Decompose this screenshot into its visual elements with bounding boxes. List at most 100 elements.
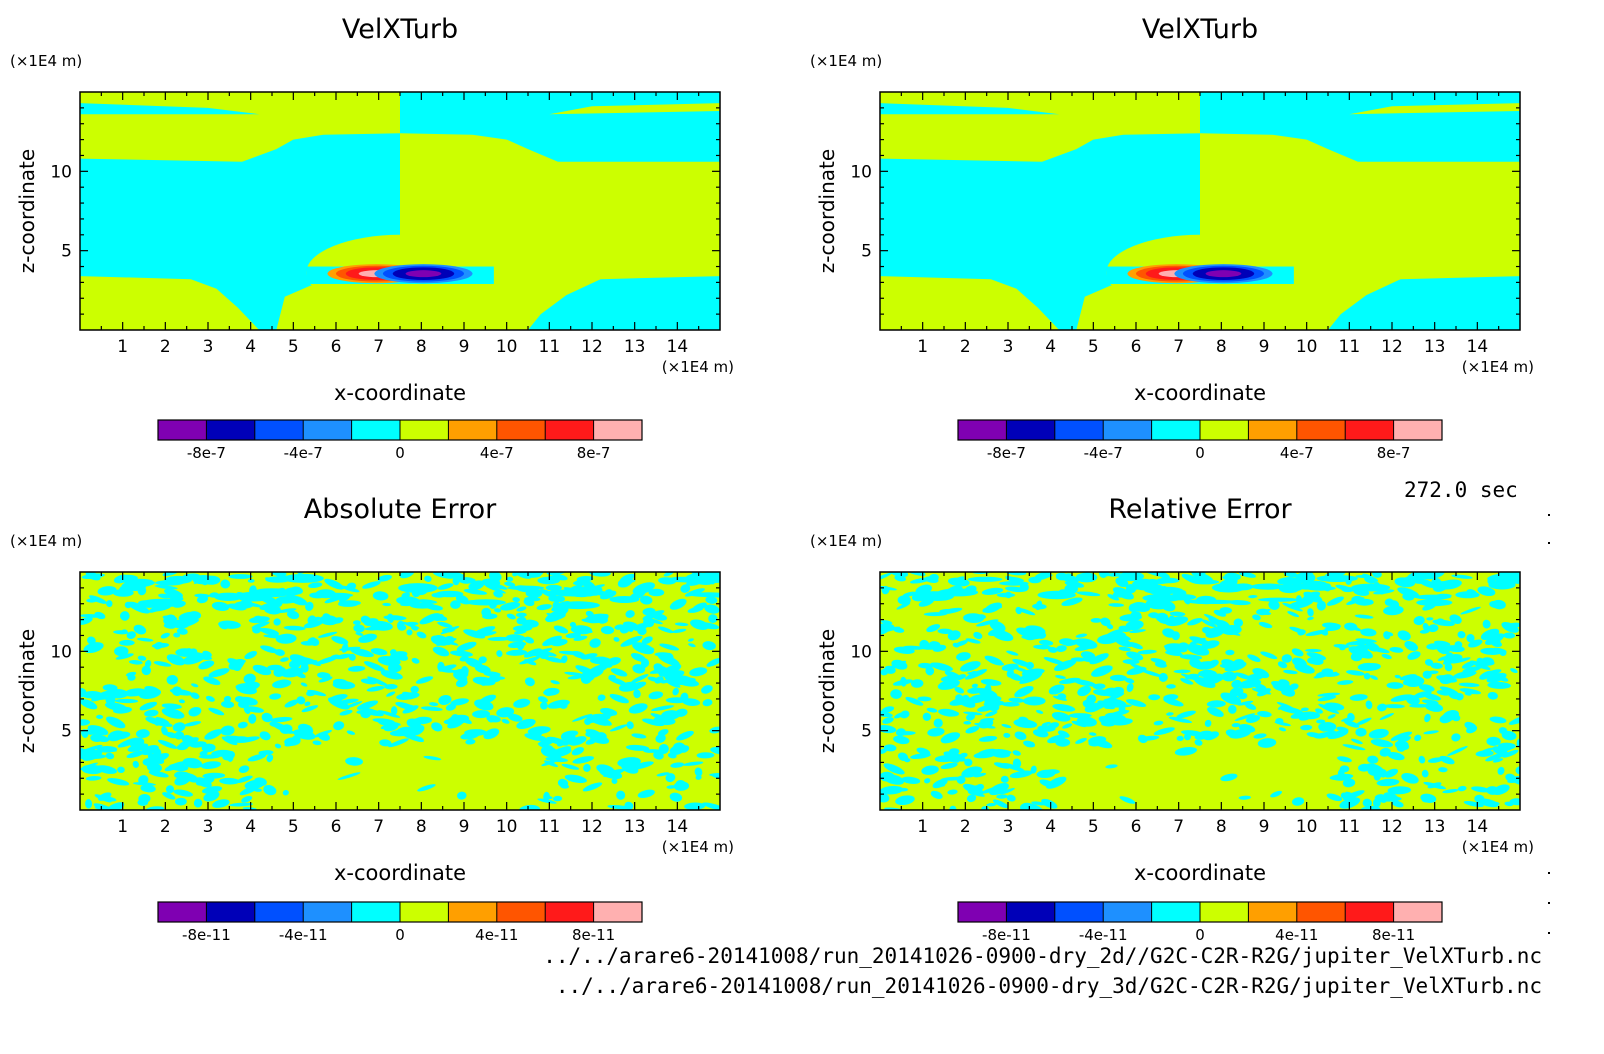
error-patch [221, 736, 238, 746]
error-patch [1086, 694, 1097, 704]
error-patch [1052, 695, 1068, 701]
error-patch [219, 777, 240, 785]
error-patch [1418, 684, 1435, 692]
colorbar-swatch [593, 420, 642, 440]
error-patch [1422, 670, 1432, 679]
error-patch [406, 629, 413, 636]
error-patch [500, 602, 521, 611]
error-patch [176, 628, 188, 635]
error-patch [1341, 717, 1354, 722]
error-patch [924, 778, 931, 784]
error-patch [1137, 649, 1157, 655]
error-patch [104, 702, 127, 711]
error-patch [956, 674, 967, 680]
error-patch [308, 582, 323, 589]
error-patch [1140, 735, 1160, 741]
error-patch [1282, 706, 1304, 714]
error-patch [1091, 665, 1113, 677]
error-patch [589, 572, 611, 577]
error-patch [956, 652, 971, 661]
error-patch [926, 707, 938, 713]
error-patch [1405, 676, 1425, 688]
error-patch [416, 631, 427, 639]
error-patch [220, 725, 235, 736]
error-patch [1365, 700, 1373, 710]
error-patch [626, 681, 647, 691]
error-patch [1387, 751, 1405, 761]
error-patch [932, 778, 948, 789]
colorbar-swatch [351, 902, 400, 922]
error-patch [1234, 583, 1253, 591]
error-patch [880, 620, 893, 625]
colorbar-tick-label: 0 [395, 926, 405, 944]
error-patch [517, 640, 525, 651]
error-patch [1463, 801, 1484, 807]
x-tick-label: 4 [245, 337, 256, 357]
error-patch [1487, 681, 1511, 689]
error-patch [1370, 739, 1394, 748]
error-patch [228, 574, 253, 579]
error-patch [119, 639, 135, 646]
error-patch [702, 699, 713, 707]
error-patch [512, 597, 520, 603]
x-tick-label: 7 [1173, 817, 1184, 837]
error-patch [543, 687, 560, 696]
error-patch [252, 664, 272, 676]
colorbar-tick-label: -8e-11 [182, 926, 231, 944]
error-patch [338, 596, 350, 602]
error-patch [1488, 580, 1516, 590]
error-patch [597, 694, 606, 701]
error-patch [1220, 692, 1242, 705]
error-patch [358, 633, 377, 643]
error-patch [701, 685, 713, 694]
error-patch [474, 664, 491, 674]
error-patch [1108, 603, 1124, 607]
error-patch [656, 772, 670, 777]
error-patch [270, 716, 293, 723]
error-patch [1346, 670, 1365, 676]
colorbar-swatch [254, 902, 304, 922]
error-patch [986, 802, 997, 807]
error-patch [293, 729, 316, 740]
error-patch [1477, 586, 1496, 597]
error-patch [1119, 796, 1136, 804]
error-patch [545, 613, 566, 622]
error-patch [115, 653, 134, 660]
error-patch [609, 693, 629, 704]
error-patch [1153, 720, 1164, 726]
error-patch [181, 735, 196, 745]
x-unit-label: (×1E4 m) [1462, 358, 1534, 376]
error-patch [411, 657, 420, 664]
error-patch [161, 708, 185, 719]
error-patch [1291, 648, 1304, 657]
error-patch [1355, 727, 1367, 737]
error-patch [648, 691, 664, 700]
error-patch [1497, 572, 1520, 578]
error-patch [115, 698, 139, 704]
y-axis-label: z-coordinate [15, 149, 39, 273]
error-patch [174, 731, 185, 740]
error-patch [973, 772, 987, 778]
error-patch [192, 575, 215, 585]
error-patch [1168, 716, 1193, 724]
error-patch [1424, 659, 1434, 666]
error-patch [1171, 631, 1180, 641]
error-patch [102, 684, 118, 692]
error-patch [1166, 684, 1176, 689]
error-patch [1499, 649, 1507, 657]
error-patch [141, 665, 152, 676]
error-patch [1238, 724, 1256, 733]
error-patch [537, 576, 560, 585]
error-patch [463, 589, 488, 595]
y-tick-label: 10 [50, 642, 72, 662]
error-patch [140, 784, 156, 793]
error-patch [1418, 578, 1437, 589]
error-patch [1476, 657, 1484, 664]
footer-file-path-2: ../../arare6-20141008/run_20141026-0900-… [555, 974, 1542, 998]
error-patch [1037, 590, 1076, 600]
error-patch [160, 632, 170, 639]
error-patch [1439, 674, 1454, 685]
error-patch [309, 637, 320, 646]
error-patch [505, 576, 514, 582]
error-patch [696, 752, 715, 759]
